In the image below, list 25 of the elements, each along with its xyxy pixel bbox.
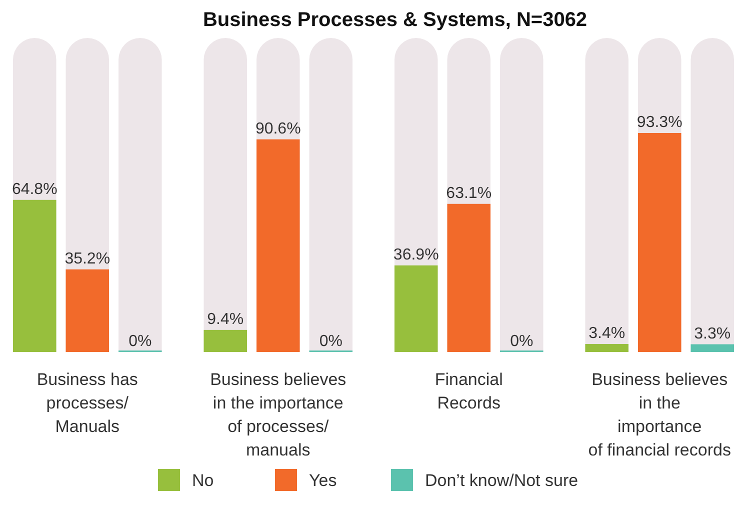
bar xyxy=(690,344,734,352)
bar xyxy=(394,265,438,352)
x-tick-label: Business believes in the importance of processes/ manuals xyxy=(210,370,346,460)
legend-label: Yes xyxy=(309,471,337,490)
data-label: 36.9% xyxy=(393,246,439,264)
data-label: 9.4% xyxy=(207,310,244,328)
x-tick-label: Business believes in the importance of financial records xyxy=(588,370,731,460)
data-label: 63.1% xyxy=(446,184,492,202)
data-label: 3.3% xyxy=(694,325,731,342)
bar xyxy=(585,344,628,352)
bar xyxy=(66,269,110,352)
legend-label: No xyxy=(192,471,214,490)
data-label: 90.6% xyxy=(255,120,301,138)
data-label: 93.3% xyxy=(636,114,682,131)
x-tick-label: Business has processes/ Manuals xyxy=(36,370,138,436)
chart-title: Business Processes & Systems, N=3062 xyxy=(202,9,588,31)
x-tick-label: Financial Records xyxy=(434,370,503,412)
data-label: 0% xyxy=(319,333,342,350)
data-label: 0% xyxy=(510,333,534,350)
bar xyxy=(204,330,248,352)
data-label: 3.4% xyxy=(588,325,626,342)
data-label: 35.2% xyxy=(64,250,110,268)
data-label: 64.8% xyxy=(12,180,58,198)
legend-label: Don’t know/Not sure xyxy=(425,471,578,490)
data-label: 0% xyxy=(128,333,152,350)
